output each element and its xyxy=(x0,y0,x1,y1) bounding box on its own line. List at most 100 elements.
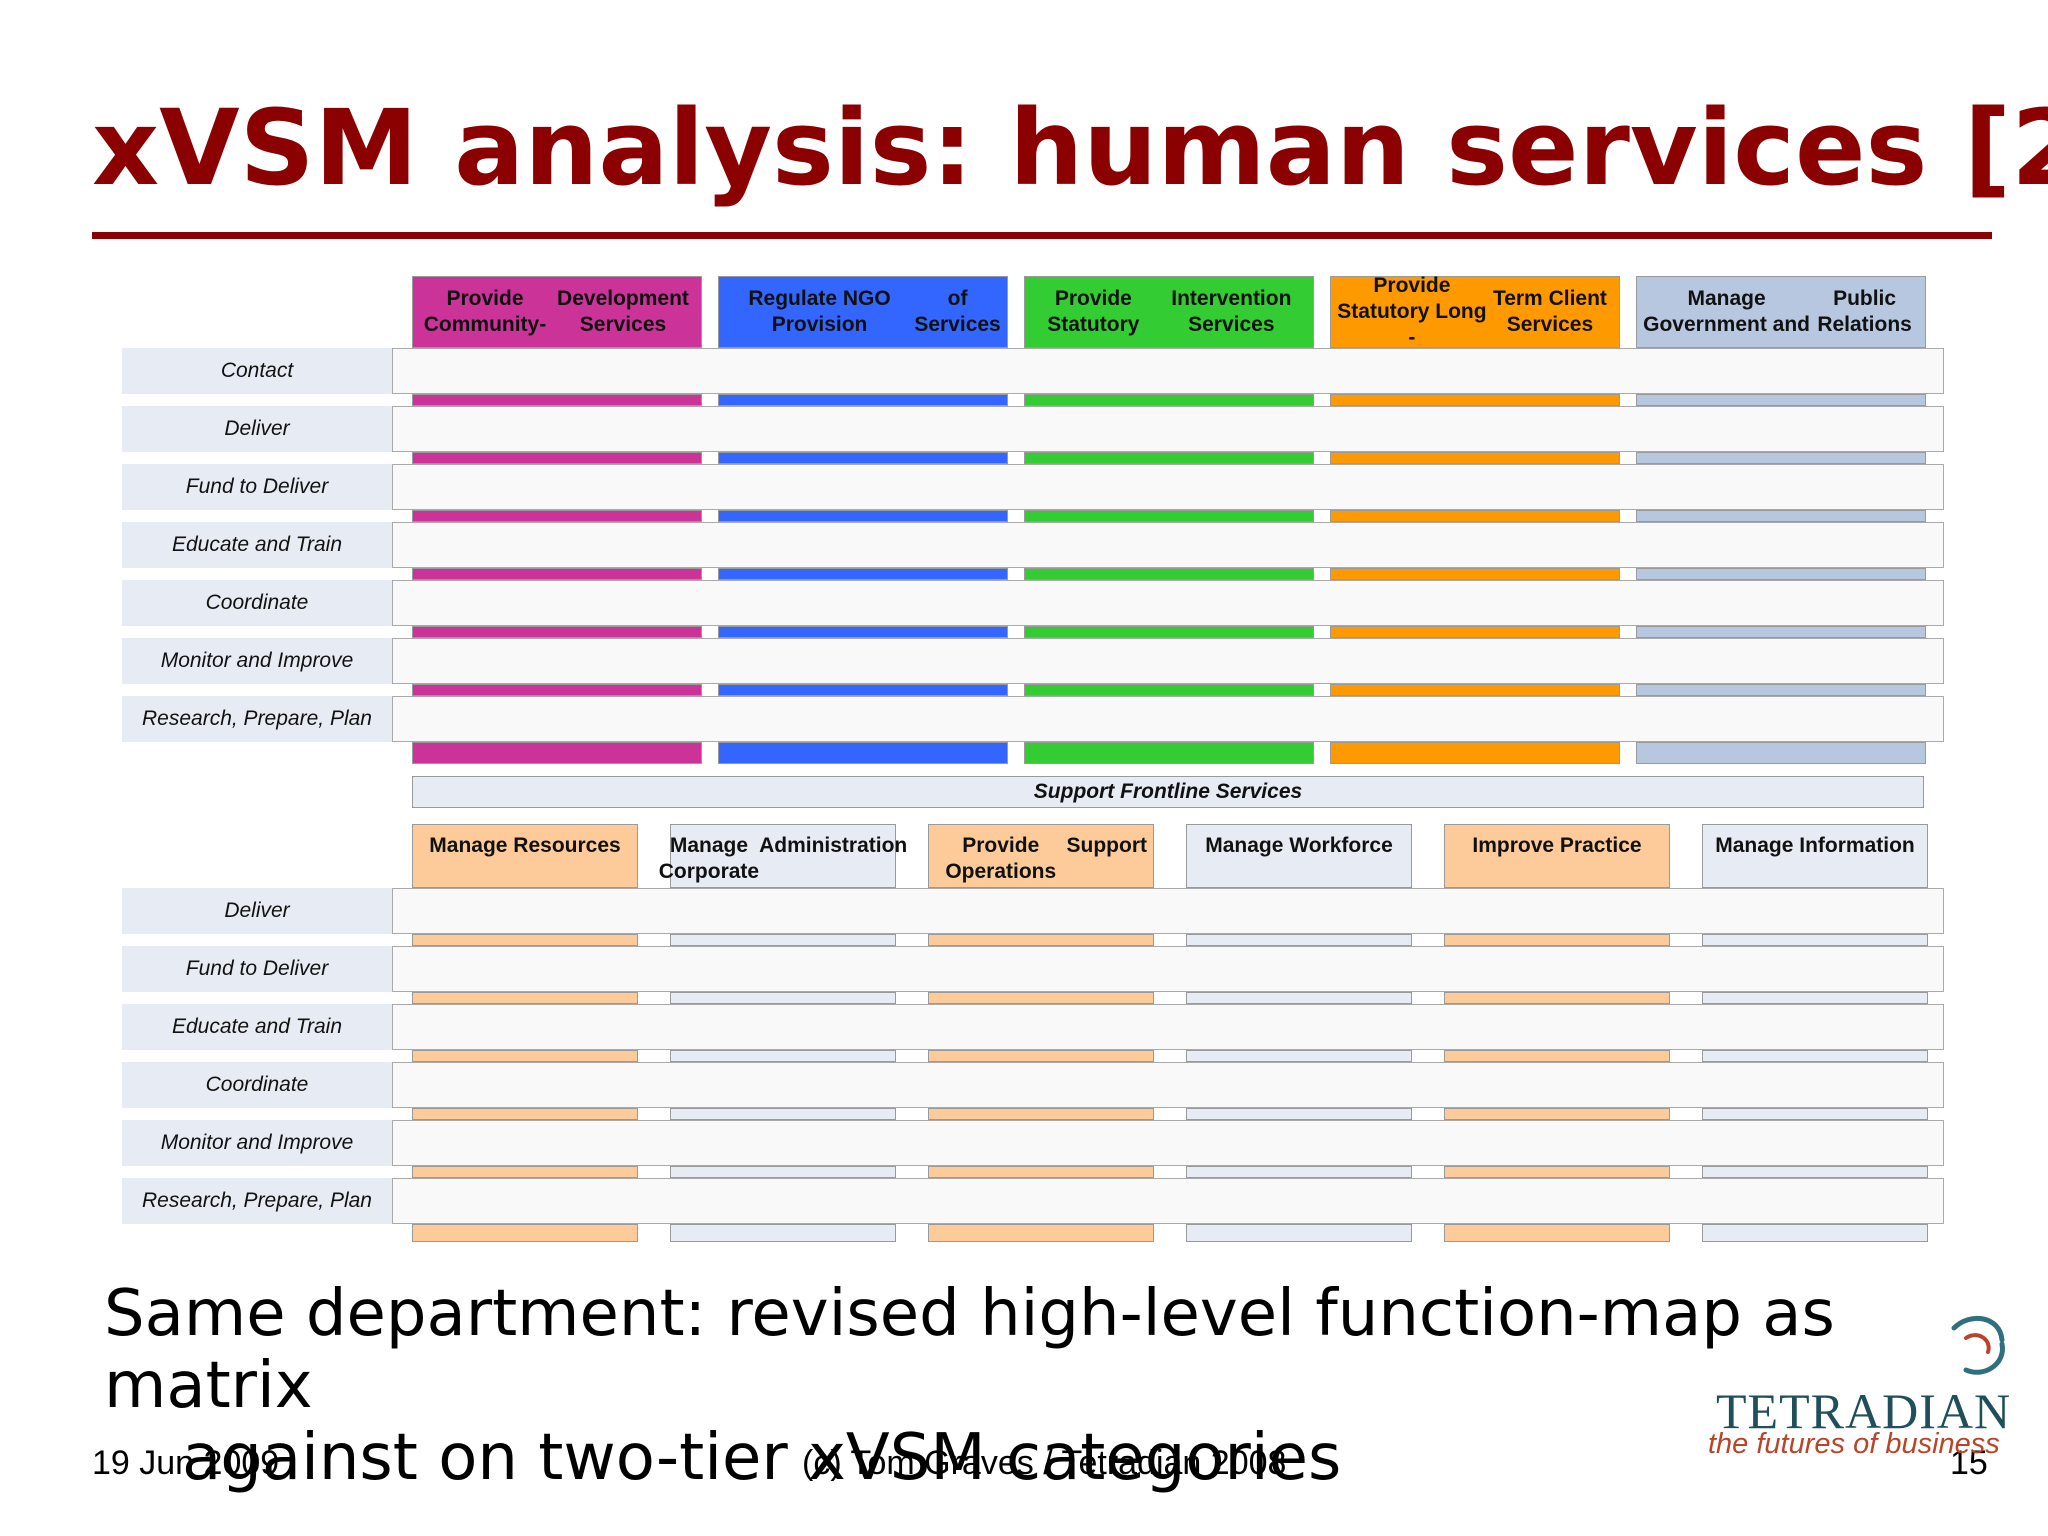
top-column-strip xyxy=(1024,510,1314,522)
top-column-header: Manage Government and Public Relations xyxy=(1636,276,1926,348)
bottom-column-header: Manage Resources xyxy=(412,824,638,888)
top-column-strip xyxy=(1636,452,1926,464)
top-column-strip xyxy=(1636,568,1926,580)
support-frontline-bar: Support Frontline Services xyxy=(412,776,1924,808)
top-row-label: Fund to Deliver xyxy=(122,464,392,510)
top-row-band xyxy=(392,638,1944,684)
top-row-band xyxy=(392,580,1944,626)
bottom-column-header: Manage Corporate Administration xyxy=(659,824,907,888)
bottom-column-strip xyxy=(1702,992,1928,1004)
slide-title: xVSM analysis: human services [2] xyxy=(92,87,2048,209)
bottom-column-strip xyxy=(1702,1224,1928,1242)
top-column-strip xyxy=(1330,452,1620,464)
top-column-strip xyxy=(1636,742,1926,764)
bottom-column-strip xyxy=(412,1108,638,1120)
top-column-strip xyxy=(1024,394,1314,406)
footer-page-number: 15 xyxy=(1950,1444,1988,1482)
column-header-line: Improve Practice xyxy=(1472,834,1642,857)
bottom-row-label: Deliver xyxy=(122,888,392,934)
top-row-label: Research, Prepare, Plan xyxy=(122,696,392,742)
bottom-row-label: Fund to Deliver xyxy=(122,946,392,992)
top-column-strip xyxy=(1636,626,1926,638)
bottom-row-label: Research, Prepare, Plan xyxy=(122,1178,392,1224)
column-header-line: Manage Resources xyxy=(429,834,621,857)
bottom-column-strip xyxy=(670,1224,896,1242)
bottom-column-header: Provide Operations Support xyxy=(928,824,1154,888)
top-column-strip xyxy=(412,626,702,638)
bottom-column-strip xyxy=(928,1166,1154,1178)
tetradian-logo-tagline: the futures of business xyxy=(1708,1428,2000,1460)
top-column-strip xyxy=(718,394,1008,406)
bottom-column-strip xyxy=(670,1050,896,1062)
top-column-strip xyxy=(1636,510,1926,522)
top-row-label: Monitor and Improve xyxy=(122,638,392,684)
bottom-column-strip xyxy=(1444,1050,1670,1062)
top-column-strip xyxy=(1330,394,1620,406)
tetradian-logo-wordmark: TETRADIAN xyxy=(1716,1383,2012,1439)
bottom-column-header: Manage Workforce xyxy=(1186,824,1412,888)
top-column-strip xyxy=(1330,510,1620,522)
bottom-column-strip xyxy=(1186,992,1412,1004)
column-header-line: Regulate NGO Provision xyxy=(748,287,891,336)
top-column-strip xyxy=(412,452,702,464)
top-column-strip xyxy=(412,394,702,406)
top-column-strip xyxy=(1330,568,1620,580)
top-column-strip xyxy=(718,684,1008,696)
bottom-row-label: Educate and Train xyxy=(122,1004,392,1050)
bottom-column-strip xyxy=(412,934,638,946)
bottom-column-strip xyxy=(928,1224,1154,1242)
top-column-strip xyxy=(1024,742,1314,764)
bottom-column-strip xyxy=(1702,934,1928,946)
top-column-strip xyxy=(718,626,1008,638)
top-row-band xyxy=(392,406,1944,452)
tetradian-swirl-icon xyxy=(1951,1316,2005,1375)
bottom-column-strip xyxy=(1444,934,1670,946)
bottom-column-strip xyxy=(1702,1050,1928,1062)
top-column-strip xyxy=(1024,684,1314,696)
bottom-column-strip xyxy=(1186,1108,1412,1120)
top-row-band xyxy=(392,522,1944,568)
column-header-line: Manage Information xyxy=(1715,834,1915,857)
caption-line-1: Same department: revised high-level func… xyxy=(104,1277,1835,1423)
bottom-column-strip xyxy=(1186,1166,1412,1178)
footer-date: 19 Jun 2009 xyxy=(92,1444,280,1482)
top-column-strip xyxy=(412,510,702,522)
column-header-line: Provide Statutory xyxy=(1047,287,1140,336)
bottom-column-header: Manage Information xyxy=(1702,824,1928,888)
bottom-column-strip xyxy=(928,992,1154,1004)
bottom-column-strip xyxy=(670,992,896,1004)
top-row-label: Coordinate xyxy=(122,580,392,626)
bottom-row-label: Monitor and Improve xyxy=(122,1120,392,1166)
column-header-line: Manage Government and xyxy=(1643,287,1811,336)
bottom-row-band xyxy=(392,1178,1944,1224)
support-frontline-label: Support Frontline Services xyxy=(1033,780,1303,803)
bottom-row-band xyxy=(392,888,1944,934)
top-column-strip xyxy=(1024,626,1314,638)
top-column-strip xyxy=(1024,452,1314,464)
top-column-strip xyxy=(1024,568,1314,580)
column-header-line: Provide Community- xyxy=(423,287,547,336)
top-column-strip xyxy=(718,510,1008,522)
bottom-column-strip xyxy=(1186,1050,1412,1062)
bottom-column-strip xyxy=(1186,934,1412,946)
bottom-row-band xyxy=(392,1062,1944,1108)
top-column-strip xyxy=(412,568,702,580)
bottom-column-strip xyxy=(928,1050,1154,1062)
bottom-row-label: Coordinate xyxy=(122,1062,392,1108)
column-header-line: Provide Statutory Long - xyxy=(1337,274,1487,349)
bottom-column-strip xyxy=(412,1050,638,1062)
bottom-column-strip xyxy=(1186,1224,1412,1242)
column-header-line: Manage Corporate xyxy=(658,834,760,883)
bottom-column-strip xyxy=(412,992,638,1004)
column-header-line: Administration xyxy=(759,834,908,857)
top-column-strip xyxy=(412,742,702,764)
column-header-line: of Services xyxy=(914,287,1001,336)
title-underline xyxy=(92,232,1992,239)
top-column-strip xyxy=(718,742,1008,764)
column-header-line: Manage Workforce xyxy=(1205,834,1393,857)
column-header-line: Support xyxy=(1066,834,1147,857)
bottom-column-header: Improve Practice xyxy=(1444,824,1670,888)
top-column-strip xyxy=(1330,626,1620,638)
bottom-column-strip xyxy=(1702,1108,1928,1120)
column-header-line: Term Client Services xyxy=(1492,287,1607,336)
